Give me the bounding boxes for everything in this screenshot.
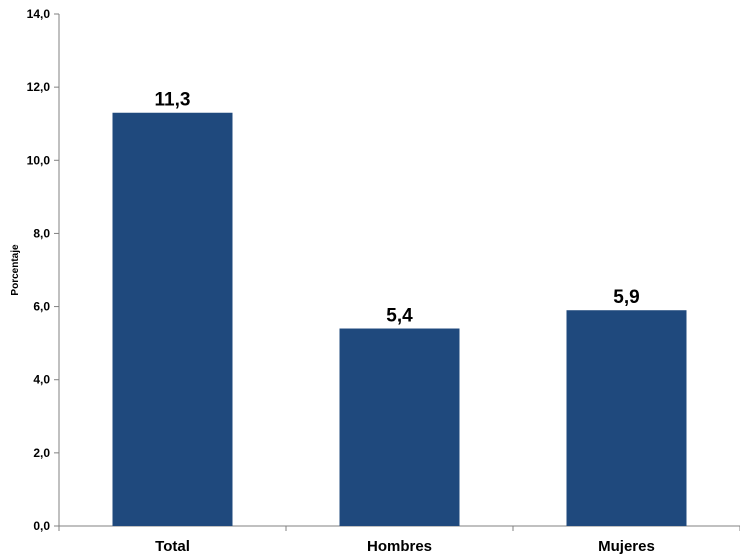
x-tick-label-hombres: Hombres bbox=[367, 538, 432, 554]
y-tick-label: 6,0 bbox=[33, 300, 50, 314]
bars bbox=[112, 112, 687, 526]
data-label-hombres: 5,4 bbox=[386, 306, 413, 327]
bar-hombres bbox=[339, 328, 460, 526]
y-tick-label: 4,0 bbox=[33, 373, 50, 387]
y-tick-label: 0,0 bbox=[33, 519, 50, 533]
plot-area: 0,0 2,0 4,0 6,0 8,0 10,0 12,0 14,0 Total Hombres… bbox=[27, 7, 740, 554]
data-label-mujeres: 5,9 bbox=[613, 287, 639, 308]
y-tick-label: 2,0 bbox=[33, 446, 50, 460]
data-label-total: 11,3 bbox=[155, 90, 191, 111]
y-axis-title: Porcentaje bbox=[10, 244, 21, 296]
x-tick-label-mujeres: Mujeres bbox=[598, 538, 655, 554]
y-ticks: 0,0 2,0 4,0 6,0 8,0 10,0 12,0 14,0 bbox=[27, 7, 59, 533]
bar-total bbox=[112, 112, 233, 526]
y-tick-label: 10,0 bbox=[27, 153, 51, 167]
bar-mujeres bbox=[566, 310, 687, 526]
y-tick-label: 14,0 bbox=[27, 7, 51, 21]
x-ticks: Total Hombres Mujeres bbox=[58, 526, 740, 554]
x-tick-label-total: Total bbox=[155, 538, 190, 554]
data-labels: 11,3 5,4 5,9 bbox=[155, 90, 640, 327]
y-tick-label: 12,0 bbox=[27, 80, 51, 94]
y-tick-label: 8,0 bbox=[33, 226, 50, 240]
